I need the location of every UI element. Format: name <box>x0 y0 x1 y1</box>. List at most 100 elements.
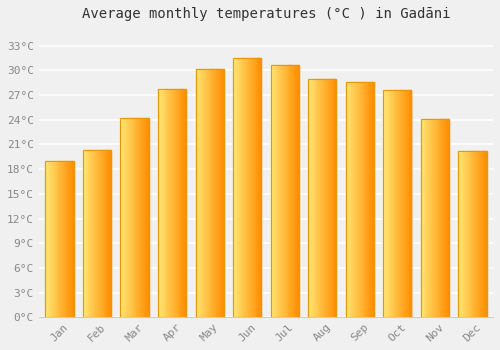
Bar <box>444 119 446 317</box>
Bar <box>145 118 146 317</box>
Bar <box>325 78 326 317</box>
Bar <box>405 90 406 317</box>
Bar <box>284 65 286 317</box>
Bar <box>356 82 357 317</box>
Bar <box>421 119 422 317</box>
Bar <box>162 89 163 317</box>
Bar <box>270 65 299 317</box>
Bar <box>431 119 432 317</box>
Bar <box>102 150 104 317</box>
Bar <box>308 78 336 317</box>
Bar <box>46 161 74 317</box>
Bar <box>392 90 394 317</box>
Bar <box>70 161 71 317</box>
Bar <box>69 161 70 317</box>
Bar <box>94 150 95 317</box>
Bar <box>430 119 431 317</box>
Bar <box>124 118 125 317</box>
Bar <box>477 151 478 317</box>
Bar <box>86 150 88 317</box>
Bar <box>54 161 55 317</box>
Bar <box>182 89 184 317</box>
Bar <box>138 118 140 317</box>
Bar <box>65 161 66 317</box>
Bar <box>88 150 90 317</box>
Bar <box>177 89 178 317</box>
Bar <box>120 118 148 317</box>
Bar <box>434 119 435 317</box>
Bar <box>448 119 449 317</box>
Bar <box>144 118 145 317</box>
Bar <box>308 78 309 317</box>
Bar <box>125 118 126 317</box>
Bar <box>364 82 366 317</box>
Bar <box>401 90 402 317</box>
Bar <box>476 151 477 317</box>
Bar <box>283 65 284 317</box>
Bar <box>215 69 216 317</box>
Bar <box>207 69 208 317</box>
Bar <box>90 150 92 317</box>
Bar <box>158 89 159 317</box>
Bar <box>383 90 412 317</box>
Bar <box>461 151 462 317</box>
Bar <box>481 151 482 317</box>
Bar <box>318 78 320 317</box>
Bar <box>458 151 460 317</box>
Bar <box>256 58 258 317</box>
Bar <box>359 82 360 317</box>
Bar <box>131 118 132 317</box>
Bar <box>55 161 56 317</box>
Bar <box>478 151 479 317</box>
Bar <box>290 65 292 317</box>
Bar <box>166 89 168 317</box>
Bar <box>293 65 294 317</box>
Bar <box>326 78 327 317</box>
Bar <box>222 69 223 317</box>
Bar <box>97 150 98 317</box>
Bar <box>66 161 67 317</box>
Bar <box>104 150 106 317</box>
Bar <box>204 69 205 317</box>
Bar <box>357 82 358 317</box>
Bar <box>436 119 437 317</box>
Bar <box>96 150 97 317</box>
Bar <box>422 119 424 317</box>
Bar <box>284 65 285 317</box>
Bar <box>62 161 64 317</box>
Bar <box>178 89 180 317</box>
Bar <box>391 90 392 317</box>
Bar <box>52 161 53 317</box>
Bar <box>106 150 108 317</box>
Bar <box>408 90 410 317</box>
Bar <box>396 90 398 317</box>
Bar <box>72 161 74 317</box>
Bar <box>205 69 206 317</box>
Bar <box>98 150 99 317</box>
Bar <box>108 150 110 317</box>
Bar <box>286 65 288 317</box>
Bar <box>312 78 313 317</box>
Bar <box>438 119 440 317</box>
Bar <box>480 151 481 317</box>
Bar <box>389 90 390 317</box>
Bar <box>403 90 404 317</box>
Bar <box>313 78 314 317</box>
Bar <box>278 65 279 317</box>
Bar <box>274 65 276 317</box>
Bar <box>235 58 236 317</box>
Bar <box>346 82 374 317</box>
Bar <box>435 119 436 317</box>
Bar <box>258 58 260 317</box>
Bar <box>332 78 334 317</box>
Bar <box>249 58 250 317</box>
Bar <box>244 58 246 317</box>
Bar <box>424 119 426 317</box>
Bar <box>386 90 387 317</box>
Bar <box>129 118 130 317</box>
Bar <box>173 89 174 317</box>
Bar <box>198 69 200 317</box>
Bar <box>360 82 362 317</box>
Bar <box>385 90 386 317</box>
Bar <box>400 90 401 317</box>
